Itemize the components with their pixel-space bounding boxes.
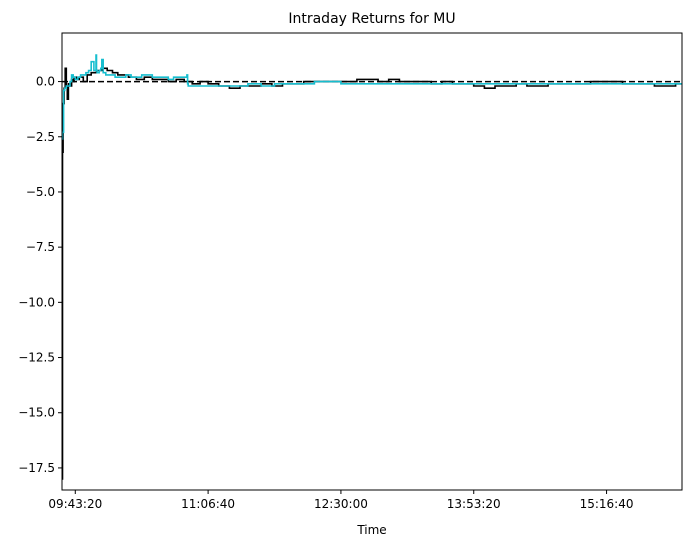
y-tick-label: −2.5 xyxy=(26,130,55,144)
series-line-2 xyxy=(61,54,682,140)
y-tick-label: −17.5 xyxy=(18,461,55,475)
x-axis-label: Time xyxy=(356,523,386,537)
y-tick-label: −12.5 xyxy=(18,351,55,365)
y-tick-label: −15.0 xyxy=(18,406,55,420)
x-tick-label: 09:43:20 xyxy=(48,497,102,511)
chart-title: Intraday Returns for MU xyxy=(288,11,455,27)
y-tick-label: −5.0 xyxy=(26,185,55,199)
y-axis: 0.0 −2.5 −5.0 −7.5 −10.0 −12.5 −15.0 −17.5 xyxy=(18,75,62,475)
series-line-1 xyxy=(61,67,682,480)
x-axis: 09:43:20 11:06:40 12:30:00 13:53:20 15:16:40 xyxy=(48,490,634,511)
plot-area xyxy=(61,54,682,480)
y-tick-label: −7.5 xyxy=(26,240,55,254)
x-tick-label: 13:53:20 xyxy=(447,497,501,511)
y-tick-label: 0.0 xyxy=(36,75,55,89)
x-tick-label: 12:30:00 xyxy=(314,497,368,511)
y-tick-label: −10.0 xyxy=(18,295,55,309)
x-tick-label: 11:06:40 xyxy=(181,497,235,511)
x-tick-label: 15:16:40 xyxy=(580,497,634,511)
plot-frame xyxy=(61,32,683,491)
